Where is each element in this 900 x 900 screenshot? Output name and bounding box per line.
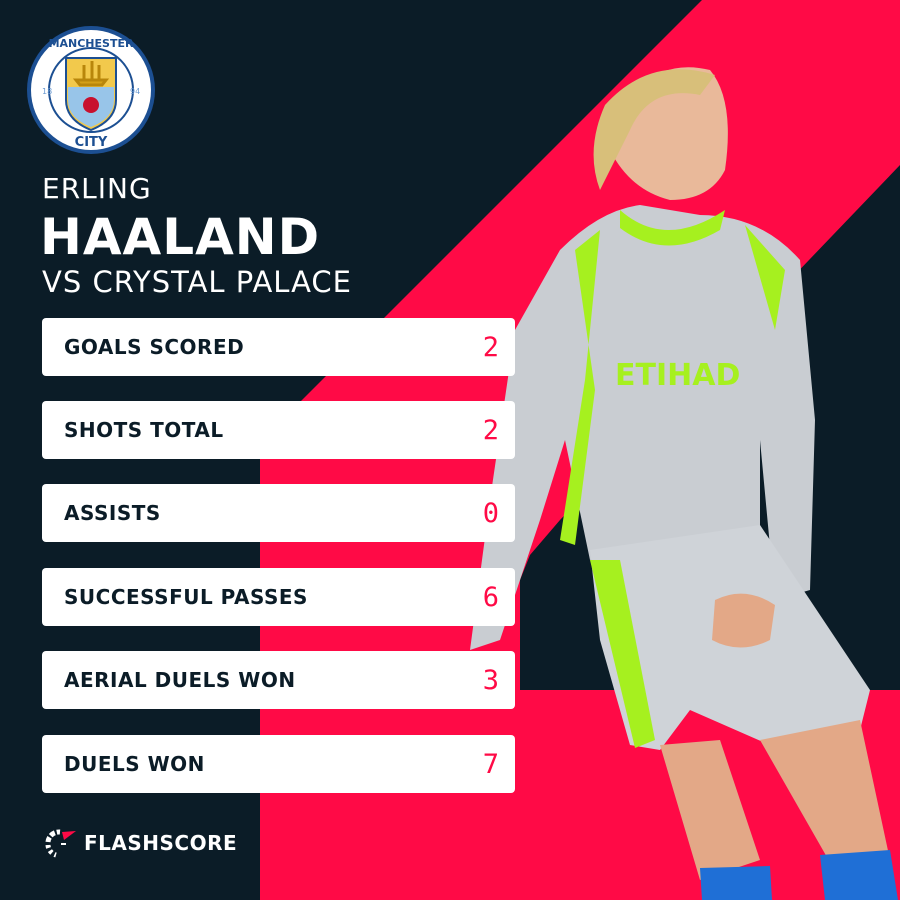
stat-row-duels-won: DUELS WON 7 (42, 735, 515, 793)
opponent-label: VS CRYSTAL PALACE (42, 265, 353, 299)
stat-row-assists: ASSISTS 0 (42, 484, 515, 542)
stat-value: 3 (482, 664, 499, 696)
crest-year-right: 94 (130, 87, 140, 96)
stat-value: 2 (482, 331, 499, 363)
shirt-sponsor-graphic: ETIHAD (615, 358, 740, 393)
player-last-name: HAALAND (40, 208, 321, 266)
stat-label: AERIAL DUELS WON (64, 668, 296, 692)
stat-value: 7 (482, 748, 499, 780)
crest-text-top: MANCHESTER (49, 37, 134, 50)
crest-year-left: 18 (42, 87, 52, 96)
crest-text-bottom: CITY (75, 135, 108, 150)
stat-label: SHOTS TOTAL (64, 418, 224, 442)
flashscore-logo: FLASHSCORE (44, 828, 237, 858)
stat-label: DUELS WON (64, 752, 205, 776)
stat-value: 2 (482, 414, 499, 446)
stat-value: 0 (482, 497, 499, 529)
flashscore-brand-text: FLASHSCORE (84, 831, 238, 855)
stat-label: GOALS SCORED (64, 335, 245, 359)
stat-row-aerial-duels-won: AERIAL DUELS WON 3 (42, 651, 515, 709)
player-first-name: ERLING (42, 172, 152, 205)
stat-row-successful-passes: SUCCESSFUL PASSES 6 (42, 568, 515, 626)
manchester-city-crest: MANCHESTER CITY 18 94 (27, 26, 155, 154)
stat-row-shots-total: SHOTS TOTAL 2 (42, 401, 515, 459)
stat-value: 6 (482, 581, 499, 613)
player-photo: ETIHAD (470, 67, 898, 900)
stat-label: ASSISTS (64, 501, 161, 525)
flashscore-speedometer-icon (45, 829, 76, 858)
stat-label: SUCCESSFUL PASSES (64, 585, 308, 609)
stat-row-goals-scored: GOALS SCORED 2 (42, 318, 515, 376)
